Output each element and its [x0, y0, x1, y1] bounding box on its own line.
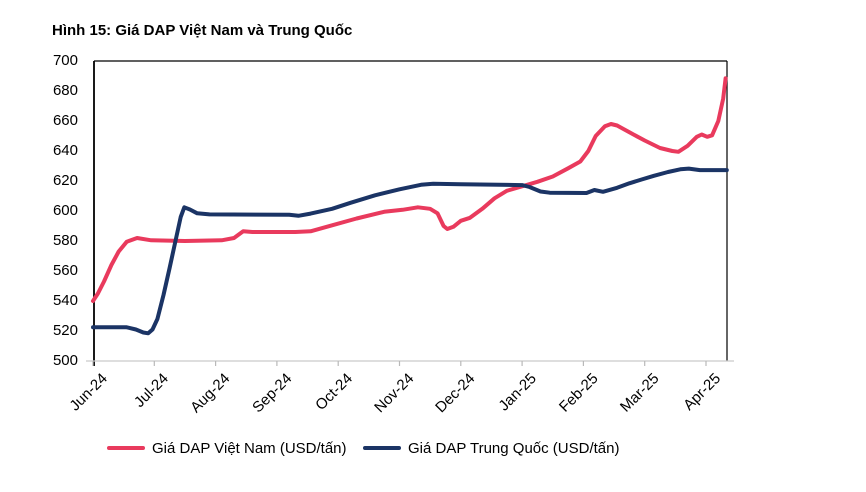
- legend-item-china: Giá DAP Trung Quốc (USD/tấn): [363, 438, 619, 458]
- vietnam-price-line: [91, 76, 728, 303]
- y-axis-tick-label: 600: [52, 202, 78, 219]
- china-line-swatch: [363, 445, 401, 451]
- y-axis-tick-label: 560: [52, 262, 78, 279]
- chart-title: Hình 15: Giá DAP Việt Nam và Trung Quốc: [52, 22, 353, 39]
- legend-label-vietnam: Giá DAP Việt Nam (USD/tấn): [152, 439, 347, 457]
- vietnam-line-swatch: [107, 445, 145, 451]
- y-axis-tick-label: 580: [52, 232, 78, 249]
- y-axis-tick-label: 520: [52, 322, 78, 339]
- legend-item-vietnam: Giá DAP Việt Nam (USD/tấn): [107, 438, 347, 458]
- y-axis-tick-label: 620: [52, 172, 78, 189]
- y-axis-tick-label: 660: [52, 112, 78, 129]
- china-price-line: [91, 166, 729, 336]
- y-axis-tick-label: 640: [52, 142, 78, 159]
- y-axis-tick-label: 540: [52, 292, 78, 309]
- y-axis-tick-label: 700: [52, 52, 78, 69]
- legend-label-china: Giá DAP Trung Quốc (USD/tấn): [408, 439, 620, 457]
- y-axis-tick-label: 500: [52, 352, 78, 369]
- y-axis-tick-label: 680: [52, 82, 78, 99]
- line-chart-canvas: [86, 60, 734, 366]
